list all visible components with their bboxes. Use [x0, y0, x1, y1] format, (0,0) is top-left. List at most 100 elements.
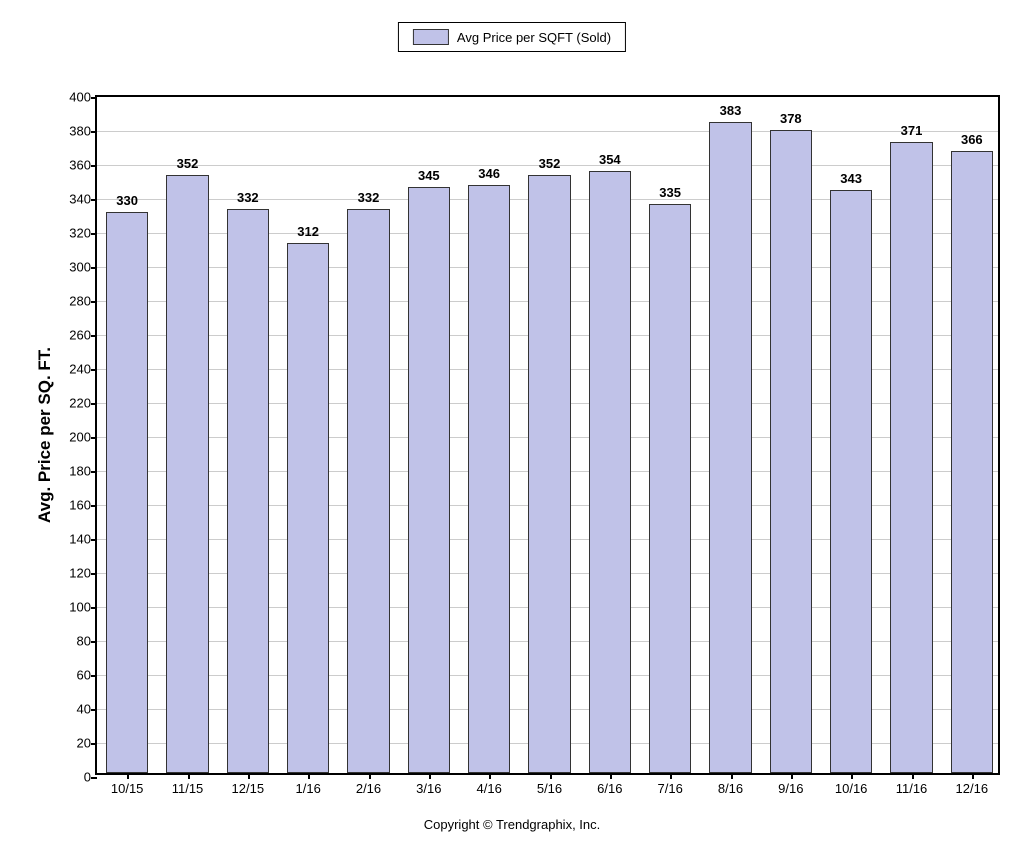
y-tick-label: 400: [69, 90, 91, 105]
bar-value-label: 343: [840, 171, 862, 186]
x-tick-mark: [610, 773, 612, 779]
y-tick-label: 0: [84, 770, 91, 785]
y-tick-label: 280: [69, 294, 91, 309]
plot-area: 0204060801001201401601802002202402602803…: [95, 95, 1000, 775]
x-tick-mark: [670, 773, 672, 779]
y-tick-label: 300: [69, 260, 91, 275]
y-tick-mark: [91, 709, 97, 711]
bar-value-label: 366: [961, 132, 983, 147]
bar-value-label: 332: [237, 190, 259, 205]
y-tick-label: 320: [69, 226, 91, 241]
bar-value-label: 352: [177, 156, 199, 171]
x-tick-mark: [550, 773, 552, 779]
x-tick-mark: [369, 773, 371, 779]
y-tick-mark: [91, 199, 97, 201]
y-axis-title: Avg. Price per SQ. FT.: [35, 347, 55, 523]
bar-value-label: 354: [599, 152, 621, 167]
y-tick-mark: [91, 437, 97, 439]
bar: [106, 212, 148, 773]
bar-value-label: 378: [780, 111, 802, 126]
bar: [890, 142, 932, 773]
x-tick-label: 1/16: [296, 781, 321, 796]
y-tick-label: 20: [77, 736, 91, 751]
x-tick-label: 12/16: [956, 781, 989, 796]
y-tick-mark: [91, 403, 97, 405]
y-tick-label: 220: [69, 396, 91, 411]
x-tick-mark: [248, 773, 250, 779]
y-tick-label: 340: [69, 192, 91, 207]
y-tick-label: 40: [77, 702, 91, 717]
bar: [951, 151, 993, 773]
bar-value-label: 312: [297, 224, 319, 239]
x-tick-mark: [489, 773, 491, 779]
y-tick-mark: [91, 97, 97, 99]
y-tick-mark: [91, 505, 97, 507]
y-tick-mark: [91, 165, 97, 167]
y-tick-mark: [91, 607, 97, 609]
x-tick-mark: [429, 773, 431, 779]
x-tick-label: 7/16: [658, 781, 683, 796]
bar: [770, 130, 812, 773]
y-tick-label: 360: [69, 158, 91, 173]
y-tick-mark: [91, 675, 97, 677]
y-tick-label: 140: [69, 532, 91, 547]
bar: [287, 243, 329, 773]
chart-container: Avg Price per SQFT (Sold) 02040608010012…: [0, 0, 1024, 853]
x-tick-mark: [308, 773, 310, 779]
x-tick-label: 10/15: [111, 781, 144, 796]
bar: [227, 209, 269, 773]
bar-value-label: 371: [901, 123, 923, 138]
bar: [589, 171, 631, 773]
bar-value-label: 383: [720, 103, 742, 118]
x-tick-label: 11/15: [172, 781, 204, 796]
y-tick-label: 60: [77, 668, 91, 683]
y-tick-mark: [91, 641, 97, 643]
x-tick-mark: [127, 773, 129, 779]
x-tick-mark: [791, 773, 793, 779]
bar-value-label: 345: [418, 168, 440, 183]
x-tick-label: 6/16: [597, 781, 622, 796]
bar-value-label: 335: [659, 185, 681, 200]
x-tick-label: 4/16: [477, 781, 502, 796]
x-tick-label: 12/15: [232, 781, 265, 796]
y-tick-label: 80: [77, 634, 91, 649]
y-tick-mark: [91, 369, 97, 371]
y-tick-mark: [91, 301, 97, 303]
bar-value-label: 332: [358, 190, 380, 205]
legend-label: Avg Price per SQFT (Sold): [457, 30, 611, 45]
y-tick-label: 100: [69, 600, 91, 615]
bar-value-label: 352: [539, 156, 561, 171]
bar: [347, 209, 389, 773]
bar: [166, 175, 208, 773]
y-tick-label: 240: [69, 362, 91, 377]
legend: Avg Price per SQFT (Sold): [398, 22, 626, 52]
x-tick-mark: [731, 773, 733, 779]
y-tick-mark: [91, 777, 97, 779]
x-tick-label: 10/16: [835, 781, 868, 796]
y-tick-mark: [91, 573, 97, 575]
y-tick-mark: [91, 743, 97, 745]
y-tick-mark: [91, 131, 97, 133]
bar: [408, 187, 450, 774]
y-tick-label: 380: [69, 124, 91, 139]
bar-value-label: 330: [116, 193, 138, 208]
y-tick-mark: [91, 335, 97, 337]
y-tick-mark: [91, 539, 97, 541]
y-tick-label: 200: [69, 430, 91, 445]
x-tick-label: 2/16: [356, 781, 381, 796]
x-tick-label: 5/16: [537, 781, 562, 796]
y-tick-mark: [91, 233, 97, 235]
y-tick-label: 120: [69, 566, 91, 581]
x-tick-label: 11/16: [896, 781, 928, 796]
y-tick-label: 180: [69, 464, 91, 479]
x-tick-label: 8/16: [718, 781, 743, 796]
gridline: [97, 131, 998, 132]
y-tick-mark: [91, 267, 97, 269]
bar: [649, 204, 691, 774]
bar: [709, 122, 751, 773]
x-tick-mark: [851, 773, 853, 779]
y-tick-mark: [91, 471, 97, 473]
bar: [468, 185, 510, 773]
x-tick-label: 9/16: [778, 781, 803, 796]
x-tick-label: 3/16: [416, 781, 441, 796]
